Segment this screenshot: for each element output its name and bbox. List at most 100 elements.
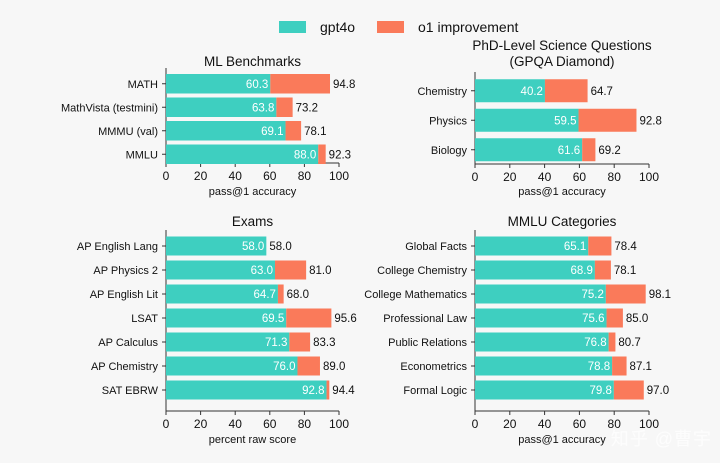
watermark: 知乎 @曹宇 xyxy=(610,429,712,449)
x-tick-label: 20 xyxy=(503,170,517,184)
x-tick-label: 80 xyxy=(608,170,622,184)
data-label-o1: 95.6 xyxy=(334,313,356,325)
category-label: MathVista (testmini) xyxy=(61,102,158,114)
x-axis-label: pass@1 accuracy xyxy=(518,186,606,198)
legend-label-o1: o1 improvement xyxy=(418,19,519,35)
x-tick-label: 100 xyxy=(639,170,659,184)
x-axis-label: pass@1 accuracy xyxy=(518,434,606,446)
bar-gpt4o xyxy=(475,308,607,328)
data-label-o1: 98.1 xyxy=(649,289,671,301)
data-label-gpt4o: 63.8 xyxy=(252,102,274,114)
bar-gpt4o xyxy=(475,79,545,103)
data-label-o1: 64.7 xyxy=(591,86,613,98)
bar-o1-improvement xyxy=(270,74,331,94)
data-label-gpt4o: 79.8 xyxy=(589,385,611,397)
data-label-o1: 80.7 xyxy=(618,337,640,349)
bar-gpt4o xyxy=(166,74,271,94)
data-label-gpt4o: 63.0 xyxy=(251,265,273,277)
data-label-o1: 83.3 xyxy=(313,337,335,349)
data-label-o1: 69.2 xyxy=(598,145,620,157)
legend: gpt4o o1 improvement xyxy=(0,19,720,39)
data-label-o1: 81.0 xyxy=(309,265,331,277)
x-axis-label: percent raw score xyxy=(209,434,296,446)
category-label: Public Relations xyxy=(388,337,467,349)
bar-gpt4o xyxy=(166,332,290,352)
x-tick-label: 80 xyxy=(298,169,312,183)
bar-o1-improvement xyxy=(318,144,326,164)
category-label: Physics xyxy=(429,115,467,127)
bar-gpt4o xyxy=(475,260,595,280)
category-label: AP English Lang xyxy=(77,241,158,253)
bar-gpt4o xyxy=(166,97,277,117)
x-tick-label: 80 xyxy=(298,417,312,431)
bar-gpt4o xyxy=(166,356,298,376)
bar-o1-improvement xyxy=(276,97,293,117)
data-label-gpt4o: 75.2 xyxy=(581,289,603,301)
bar-o1-improvement xyxy=(612,356,627,376)
data-label-o1: 78.1 xyxy=(614,265,636,277)
data-label-gpt4o: 40.2 xyxy=(521,86,543,98)
bar-gpt4o xyxy=(166,144,319,164)
bar-o1-improvement xyxy=(297,356,320,376)
bar-o1-improvement xyxy=(582,138,596,162)
data-label-gpt4o: 78.8 xyxy=(588,361,610,373)
x-tick-label: 40 xyxy=(229,417,243,431)
category-label: MMLU xyxy=(126,149,158,161)
data-label-gpt4o: 68.9 xyxy=(570,265,592,277)
bar-o1-improvement xyxy=(594,260,611,280)
data-label-gpt4o: 71.3 xyxy=(265,337,287,349)
bar-gpt4o xyxy=(475,138,583,162)
bar-o1-improvement xyxy=(605,284,646,304)
data-label-o1: 94.8 xyxy=(333,79,355,91)
bar-gpt4o xyxy=(475,108,579,132)
bar-gpt4o xyxy=(475,380,614,400)
bar-o1-improvement xyxy=(578,108,637,132)
data-label-gpt4o: 76.0 xyxy=(273,361,295,373)
data-label-gpt4o: 61.6 xyxy=(558,145,580,157)
bar-gpt4o xyxy=(475,332,609,352)
x-tick-label: 20 xyxy=(194,169,208,183)
x-tick-label: 0 xyxy=(472,170,479,184)
data-label-o1: 85.0 xyxy=(626,313,648,325)
data-label-gpt4o: 65.1 xyxy=(564,241,586,253)
chart-subtitle: (GPQA Diamond) xyxy=(509,54,614,69)
x-tick-label: 60 xyxy=(573,170,587,184)
legend-label-gpt4o: gpt4o xyxy=(320,19,356,35)
data-label-o1: 68.0 xyxy=(287,289,309,301)
category-label: Biology xyxy=(431,145,468,157)
chart-title: PhD-Level Science Questions xyxy=(472,38,652,53)
chart-title: ML Benchmarks xyxy=(204,54,301,69)
bar-o1-improvement xyxy=(326,380,330,400)
x-tick-label: 100 xyxy=(329,169,349,183)
bar-o1-improvement xyxy=(286,308,332,328)
x-tick-label: 60 xyxy=(263,169,277,183)
data-label-o1: 92.3 xyxy=(329,149,351,161)
bar-gpt4o xyxy=(166,236,267,256)
data-label-o1: 78.1 xyxy=(304,126,326,138)
data-label-o1: 92.8 xyxy=(639,115,661,127)
data-label-gpt4o: 88.0 xyxy=(294,149,316,161)
chart-title: MMLU Categories xyxy=(508,214,617,229)
data-label-gpt4o: 76.8 xyxy=(584,337,606,349)
bar-gpt4o xyxy=(166,380,327,400)
data-label-gpt4o: 69.1 xyxy=(261,126,283,138)
bar-o1-improvement xyxy=(588,236,612,256)
category-label: Econometrics xyxy=(400,361,467,373)
data-label-o1: 87.1 xyxy=(630,361,652,373)
x-tick-label: 60 xyxy=(573,417,587,431)
data-label-gpt4o: 59.5 xyxy=(554,115,576,127)
bar-o1-improvement xyxy=(285,121,302,141)
bar-gpt4o xyxy=(166,308,287,328)
x-tick-label: 0 xyxy=(163,417,170,431)
category-label: AP Physics 2 xyxy=(93,265,158,277)
data-label-o1: 58.0 xyxy=(269,241,291,253)
x-tick-label: 40 xyxy=(538,417,552,431)
category-label: College Chemistry xyxy=(377,265,467,277)
category-label: MMMU (val) xyxy=(98,126,158,138)
bar-o1-improvement xyxy=(608,332,616,352)
bar-gpt4o xyxy=(166,121,286,141)
legend-item-gpt4o: gpt4o xyxy=(279,19,355,35)
category-label: LSAT xyxy=(131,313,158,325)
